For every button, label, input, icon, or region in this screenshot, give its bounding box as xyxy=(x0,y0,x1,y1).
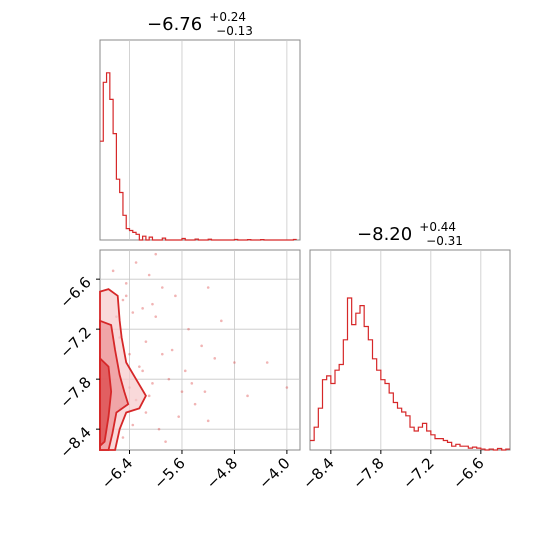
histogram-step-line-2 xyxy=(310,297,510,451)
scatter-point xyxy=(183,369,187,373)
scatter-x-tick-label-2: −4.8 xyxy=(203,454,241,492)
scatter-point xyxy=(164,440,167,443)
panel-bottom-right-histogram: −8.4 −7.8 −7.2 −6.6 −8.20 +0.44 −0.31 xyxy=(299,216,511,493)
scatter-point xyxy=(154,315,158,318)
scatter-point xyxy=(167,377,171,381)
scatter-point xyxy=(124,282,128,285)
histogram-1-title-median: −6.76 xyxy=(147,14,202,35)
scatter-point xyxy=(131,423,135,427)
scatter-point xyxy=(121,436,125,439)
scatter-point xyxy=(193,402,197,406)
scatter-point xyxy=(111,269,115,273)
scatter-point xyxy=(200,344,203,348)
scatter-point xyxy=(144,340,148,343)
scatter-point xyxy=(285,386,289,389)
scatter-point xyxy=(138,365,141,368)
scatter-point xyxy=(147,394,151,398)
panel-bottom-left-frame xyxy=(99,249,301,451)
bottom-right-x-ticks: −8.4 −7.8 −7.2 −6.6 xyxy=(299,450,488,493)
scatter-x-tick-label-1: −5.6 xyxy=(150,454,188,492)
scatter-point xyxy=(203,390,207,393)
scatter-point xyxy=(190,382,194,385)
density-contours xyxy=(99,288,147,451)
histogram-2-title-median: −8.20 xyxy=(357,224,412,245)
scatter-point xyxy=(121,298,125,302)
scatter-x-tick-label-3: −4.0 xyxy=(255,454,293,492)
panel-top-left-frame xyxy=(99,39,301,241)
scatter-y-tick-label-3: −8.4 xyxy=(56,423,94,461)
scatter-point xyxy=(151,302,154,306)
histogram-2-title-lower: −0.31 xyxy=(426,234,463,248)
scatter-y-tick-label-2: −7.8 xyxy=(56,373,94,411)
scatter-point xyxy=(180,390,184,393)
histogram-step-line-1 xyxy=(100,72,297,241)
panel-top-left-grid xyxy=(129,40,288,240)
density-contour-inner xyxy=(99,356,113,448)
panel-bottom-left-2d: −6.4 −5.6 −4.8 −4.0 −6.6 −7.2 −7.8 −8.4 xyxy=(56,249,301,493)
scatter-point xyxy=(151,382,154,385)
panel-bottom-right-frame xyxy=(309,249,511,451)
scatter-point xyxy=(246,394,249,398)
scatter-point xyxy=(233,361,236,364)
scatter-point xyxy=(177,415,180,418)
scatter-points xyxy=(111,252,289,443)
scatter-point xyxy=(265,361,269,364)
scatter-point xyxy=(220,319,223,323)
histogram-1-title-upper: +0.24 xyxy=(209,10,246,24)
panel-bottom-right-grid xyxy=(330,250,482,450)
scatter-point xyxy=(124,294,128,298)
histogram-1-title: −6.76 +0.24 −0.13 xyxy=(147,6,253,38)
histogram-1-title-lower: −0.13 xyxy=(216,24,253,38)
scatter-y-tick-label-0: −6.6 xyxy=(56,273,94,311)
scatter-point xyxy=(206,286,210,289)
scatter-point xyxy=(157,427,161,431)
scatter-point xyxy=(144,411,148,414)
scatter-point xyxy=(213,357,217,360)
scatter-point xyxy=(128,352,131,356)
bottom-left-x-ticks: −6.4 −5.6 −4.8 −4.0 xyxy=(98,450,294,493)
scatter-point xyxy=(147,273,151,277)
scatter-point xyxy=(160,286,164,289)
histogram-2-title: −8.20 +0.44 −0.31 xyxy=(357,216,463,248)
panel-bottom-left-grid xyxy=(100,250,300,450)
hist2-x-tick-label-3: −6.6 xyxy=(449,454,487,492)
scatter-point xyxy=(154,252,158,256)
bottom-left-y-ticks: −6.6 −7.2 −7.8 −8.4 xyxy=(56,273,100,462)
scatter-point xyxy=(174,294,177,298)
scatter-point xyxy=(170,348,174,352)
scatter-y-tick-label-1: −7.2 xyxy=(56,323,94,361)
scatter-point xyxy=(160,352,164,356)
scatter-point xyxy=(141,369,144,373)
panel-top-left-histogram: −6.76 +0.24 −0.13 xyxy=(99,6,301,241)
scatter-point xyxy=(206,419,210,423)
histogram-2-title-upper: +0.44 xyxy=(419,220,456,234)
scatter-point xyxy=(141,307,144,310)
hist2-x-tick-label-0: −8.4 xyxy=(299,454,337,492)
hist2-x-tick-label-2: −7.2 xyxy=(399,454,437,492)
scatter-point xyxy=(134,261,138,264)
scatter-point xyxy=(131,311,135,314)
hist2-x-tick-label-1: −7.8 xyxy=(349,454,387,492)
scatter-point xyxy=(187,327,190,331)
scatter-x-tick-label-0: −6.4 xyxy=(98,454,136,492)
